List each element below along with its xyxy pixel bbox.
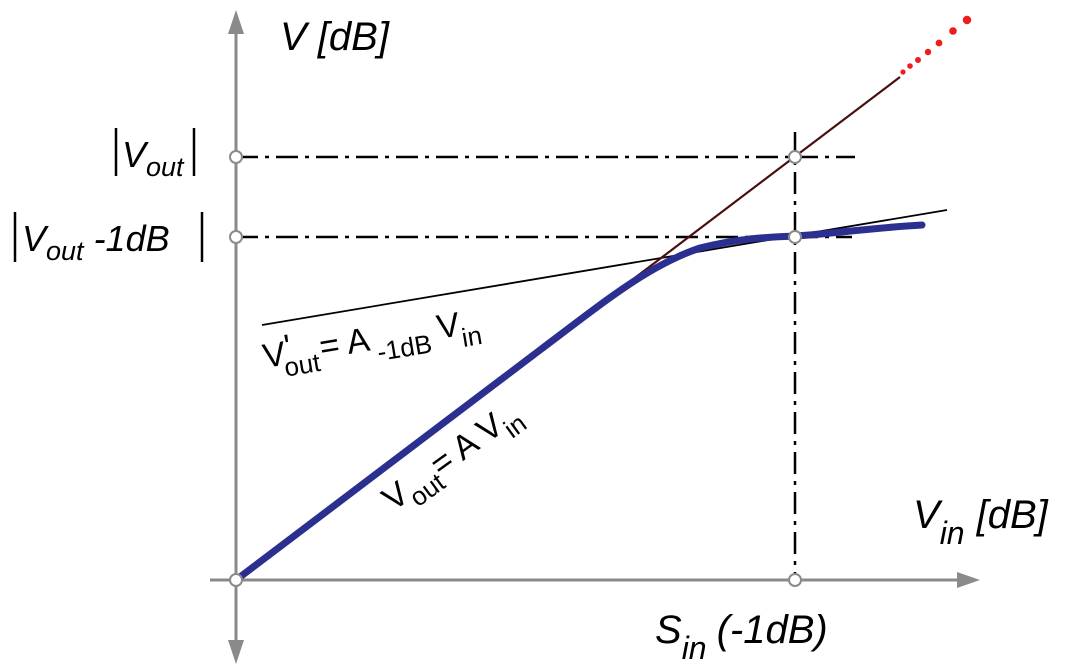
tangent-eq-in: in — [459, 320, 484, 353]
tangent-line — [261, 209, 948, 326]
vout-1db-label-sub: out — [46, 236, 85, 266]
point-markers — [229, 150, 802, 587]
vout-1db-label-text: Vout -1dB — [22, 218, 170, 266]
extrapolation-dot — [907, 63, 913, 69]
vout-1db-label-rest: -1dB — [94, 218, 170, 259]
sin-label: Sin (-1dB) — [655, 608, 828, 666]
linear-intersection-marker — [788, 150, 802, 164]
tangent-eq-out: out — [282, 347, 323, 383]
extrapolation-dot — [915, 57, 921, 63]
x-axis-label-main: V — [913, 493, 943, 537]
extrapolation-dot — [962, 15, 972, 25]
guide-lines — [236, 132, 855, 580]
extrapolation-dot — [900, 69, 906, 75]
y-axis-label: V [dB] — [280, 15, 390, 59]
arrow-down-icon — [228, 640, 244, 664]
x-axis-label: Vin [dB] — [913, 493, 1049, 551]
vout-label-main: V — [122, 134, 149, 175]
arrow-up-icon — [228, 10, 244, 34]
vout-axis-marker — [229, 150, 243, 164]
linear-eq-eq: = A V — [423, 406, 511, 484]
tangent-equation-label: V'out= A -1dBVin — [259, 296, 484, 385]
vout-1db-label-main: V — [22, 218, 49, 259]
sin-label-rest: (-1dB) — [717, 608, 828, 652]
extrapolation-dot — [924, 48, 932, 56]
sin-label-main: S — [655, 608, 682, 652]
tangent-eq-gain-sub: -1dB — [375, 328, 434, 367]
vout-1db-axis-marker — [229, 230, 243, 244]
tangent-eq-v2: V — [434, 306, 463, 347]
tangent-eq-eq: = A — [317, 321, 373, 367]
extrapolation-dots — [900, 15, 972, 75]
arrow-right-icon — [957, 572, 980, 588]
vout-label: Vout — [114, 128, 196, 182]
axes — [210, 10, 980, 664]
extrapolation-dot — [935, 39, 943, 47]
extrapolation-dot — [949, 27, 957, 35]
x-axis-label-sub: in — [940, 515, 965, 551]
compression-point-marker — [788, 230, 802, 244]
sin-axis-marker — [788, 573, 802, 587]
vout-label-sub: out — [146, 152, 185, 182]
compression-curve — [232, 221, 926, 584]
vout-1db-label: Vout -1dB — [13, 212, 204, 266]
vout-label-text: Vout — [122, 134, 185, 182]
origin-marker — [229, 573, 243, 587]
sin-label-sub: in — [682, 630, 707, 666]
x-axis-label-unit: [dB] — [976, 493, 1049, 537]
